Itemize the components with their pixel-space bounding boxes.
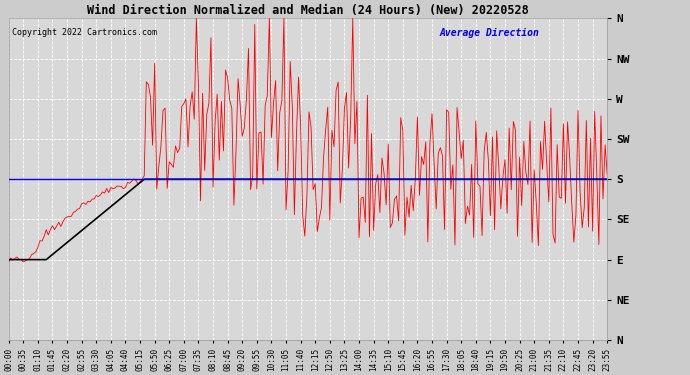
Text: Copyright 2022 Cartronics.com: Copyright 2022 Cartronics.com [12,28,157,37]
Title: Wind Direction Normalized and Median (24 Hours) (New) 20220528: Wind Direction Normalized and Median (24… [87,4,529,17]
Text: Average Direction: Average Direction [440,28,540,38]
